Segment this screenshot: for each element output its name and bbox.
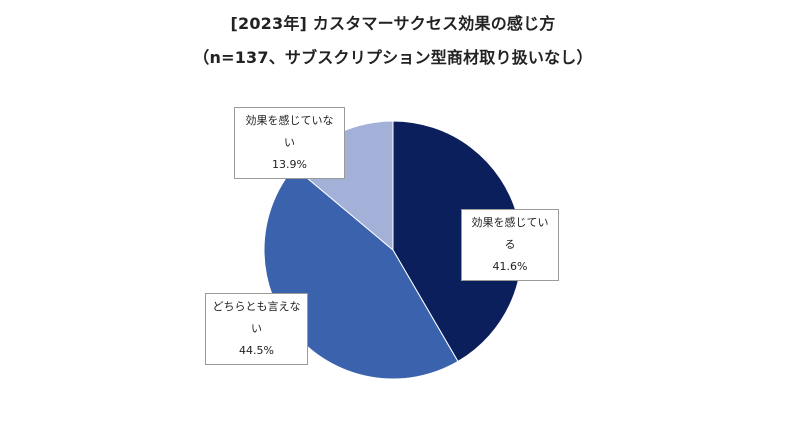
chart-title: [2023年] カスタマーサクセス効果の感じ方: [230, 14, 556, 33]
slice-value-neutral: 44.5%: [239, 344, 274, 357]
slice-label-neutral: どちらとも言えない: [212, 300, 301, 335]
slice-value-effect-not-felt: 13.9%: [272, 158, 307, 171]
slice-value-effect-felt: 41.6%: [492, 260, 528, 273]
callout-effect-not-felt: 効果を感じていない 13.9%: [234, 107, 345, 179]
slice-label-effect-felt: 効果を感じている: [471, 216, 549, 251]
callout-effect-felt: 効果を感じている 41.6%: [461, 209, 559, 281]
chart-subtitle: （n=137、サブスクリプション型商材取り扱いなし）: [193, 48, 593, 67]
slice-label-effect-not-felt: 効果を感じていない: [245, 114, 334, 149]
callout-neutral: どちらとも言えない 44.5%: [205, 293, 308, 365]
